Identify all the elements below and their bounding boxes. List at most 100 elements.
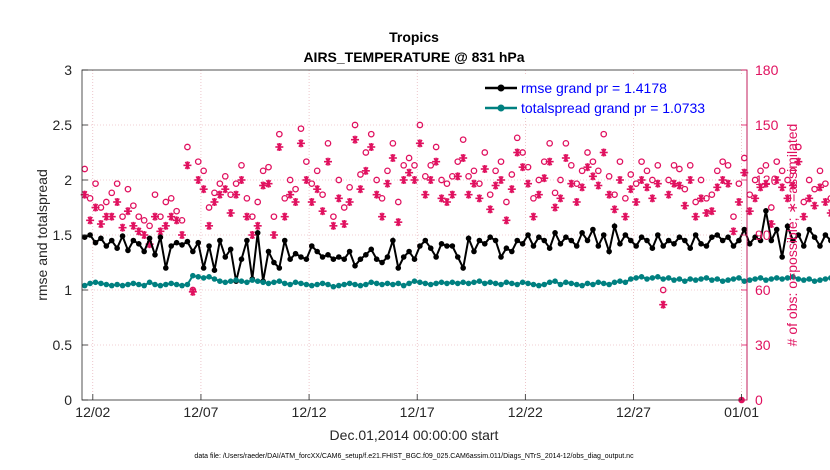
obs-possible-point: [676, 165, 683, 173]
obs-assimilated-point: [524, 179, 533, 188]
obs-possible-point: [292, 185, 299, 193]
obs-assimilated-point: [556, 194, 565, 203]
obs-assimilated-point: [253, 221, 262, 230]
obs-possible-point: [221, 172, 229, 180]
obs-possible-point: [384, 167, 391, 175]
obs-possible-point: [616, 158, 624, 166]
totalspread-point: [254, 278, 261, 285]
rmse-point: [222, 254, 229, 260]
obs-possible-point: [713, 167, 721, 175]
totalspread-point: [265, 280, 272, 287]
totalspread-point: [665, 275, 672, 281]
obs-possible-point: [86, 194, 94, 202]
totalspread-point: [487, 279, 493, 286]
obs-possible-point: [692, 198, 699, 206]
obs-possible-point: [459, 136, 467, 144]
totalspread-point: [568, 280, 575, 287]
rmse-point: [600, 232, 607, 238]
rmse-point: [433, 254, 439, 260]
rmse-point: [627, 237, 634, 244]
obs-assimilated-point: [653, 179, 662, 188]
rmse-point: [98, 235, 104, 242]
series-layer: [80, 121, 830, 404]
left-axis-label: rmse and totalspread: [34, 169, 50, 301]
obs-assimilated-point: [799, 212, 808, 221]
totalspread-point: [314, 281, 320, 288]
legend-spread-marker: [497, 104, 505, 112]
totalspread-point: [449, 279, 456, 286]
obs-possible-point: [259, 167, 267, 175]
rmse-point: [406, 248, 412, 255]
obs-assimilated-point: [264, 179, 273, 188]
rmse-point: [341, 256, 348, 263]
obs-possible-point: [638, 158, 645, 166]
rmse-point: [687, 245, 694, 251]
obs-possible-point: [173, 207, 180, 215]
totalspread-point: [719, 278, 726, 285]
obs-possible-point: [697, 176, 705, 184]
obs-assimilated-point: [545, 157, 554, 166]
obs-assimilated-point: [302, 176, 311, 184]
rmse-point: [190, 248, 196, 255]
left-tick-label: 1.5: [53, 227, 73, 243]
rmse-point: [179, 242, 185, 248]
obs-possible-point: [124, 185, 132, 193]
obs-possible-point: [746, 191, 754, 199]
totalspread-point: [195, 274, 202, 280]
rmse-point: [525, 232, 531, 238]
obs-possible-point: [313, 167, 321, 175]
totalspread-point: [249, 277, 256, 283]
obs-assimilated-point: [118, 223, 127, 232]
rmse-point: [519, 241, 526, 247]
totalspread-point: [114, 281, 120, 288]
obs-possible-point: [659, 286, 667, 294]
totalspread-point: [292, 279, 299, 286]
obs-assimilated-point: [269, 231, 278, 239]
obs-possible-point: [562, 139, 570, 147]
obs-possible-point: [319, 191, 326, 199]
x-tick-label: 12/22: [508, 404, 543, 420]
obs-possible-point: [151, 191, 159, 199]
totalspread-point: [157, 282, 164, 289]
legend-spread-label: totalspread grand pr = 1.0733: [521, 100, 705, 116]
rmse-point: [411, 256, 418, 263]
totalspread-point: [800, 277, 807, 283]
rmse-point: [471, 248, 477, 255]
rmse-point: [319, 254, 326, 260]
rmse-point: [444, 243, 450, 249]
rmse-point: [460, 265, 466, 271]
totalspread-point: [217, 278, 223, 285]
totalspread-point: [698, 276, 704, 282]
obs-possible-point: [686, 161, 694, 169]
rmse-point: [692, 232, 699, 238]
obs-possible-point: [535, 176, 543, 184]
totalspread-point: [492, 280, 499, 287]
obs-possible-point: [513, 134, 521, 142]
x-tick-label: 12/17: [400, 404, 435, 420]
obs-possible-point: [308, 180, 316, 188]
rmse-point: [573, 243, 580, 249]
totalspread-point: [379, 281, 385, 288]
totalspread-point: [119, 282, 126, 289]
obs-assimilated-point: [697, 194, 706, 203]
obs-possible-point: [627, 171, 635, 178]
obs-assimilated-point: [383, 179, 392, 188]
obs-assimilated-point: [296, 139, 305, 148]
obs-assimilated-point: [426, 176, 435, 184]
rmse-point: [714, 232, 721, 238]
obs-possible-point: [811, 185, 818, 193]
rmse-point: [195, 239, 202, 246]
obs-assimilated-point: [432, 157, 441, 166]
obs-assimilated-point: [578, 183, 587, 192]
obs-assimilated-point: [551, 203, 560, 212]
rmse-point: [81, 234, 88, 240]
totalspread-point: [611, 279, 618, 286]
totalspread-point: [427, 281, 434, 288]
obs-possible-point: [719, 158, 727, 166]
rmse-point: [546, 245, 553, 251]
right-tick-label: 0: [755, 392, 763, 408]
rmse-point: [314, 248, 320, 255]
rmse-point: [622, 232, 629, 238]
obs-assimilated-point: [448, 190, 457, 199]
rmse-point: [211, 267, 218, 274]
